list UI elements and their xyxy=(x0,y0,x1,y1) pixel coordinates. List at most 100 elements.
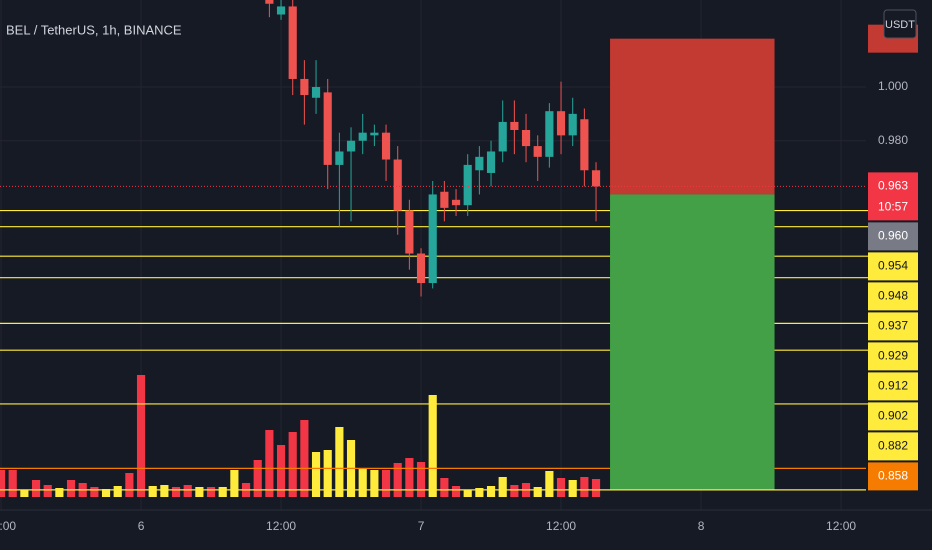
currency-label[interactable]: USDT xyxy=(885,19,915,31)
candle-body xyxy=(556,111,566,136)
candle-body xyxy=(463,164,472,206)
volume-bar xyxy=(405,458,414,497)
volume-bar xyxy=(265,430,274,497)
price-label-box xyxy=(868,462,918,491)
volume-bar xyxy=(451,486,461,497)
volume-bar xyxy=(183,485,192,497)
volume-bar xyxy=(206,487,216,497)
price-label: 0.948 xyxy=(878,289,908,303)
volume-bar xyxy=(253,460,262,497)
volume-bar xyxy=(463,490,472,497)
candle-body xyxy=(405,210,414,254)
volume-bar xyxy=(580,477,589,497)
currency-button[interactable] xyxy=(883,9,917,39)
volume-bar xyxy=(125,473,134,497)
volume-bar xyxy=(381,470,391,497)
volume-bar xyxy=(0,470,6,497)
candle-body xyxy=(288,6,297,79)
candle-body xyxy=(533,146,542,157)
price-label-box xyxy=(868,252,918,281)
x-tick-label: 6 xyxy=(138,519,145,533)
price-label: 0.929 xyxy=(878,349,908,363)
candle-body xyxy=(440,191,449,208)
volume-bar xyxy=(31,480,41,497)
volume-bar xyxy=(591,479,601,497)
candle-body xyxy=(591,170,601,187)
countdown-label: 10:57 xyxy=(878,200,908,214)
candle-body xyxy=(580,119,589,171)
candle-body xyxy=(358,132,367,141)
volume-bar xyxy=(323,450,332,497)
candle-body xyxy=(276,6,286,15)
price-label: 0.858 xyxy=(878,469,908,483)
candle-body xyxy=(475,156,484,171)
volume-bar xyxy=(486,486,496,497)
candle-body xyxy=(370,132,379,136)
candle-body xyxy=(300,78,309,96)
volume-bar xyxy=(20,490,29,497)
candle-body xyxy=(393,159,402,211)
price-label: 0.960 xyxy=(878,229,908,243)
volume-bar xyxy=(556,478,566,497)
price-label: 0.882 xyxy=(878,439,908,453)
candle-body xyxy=(381,132,391,160)
price-label-box xyxy=(868,342,918,371)
candle-body xyxy=(498,121,507,152)
volume-bar xyxy=(113,486,122,497)
stop-zone xyxy=(610,38,775,195)
volume-bar xyxy=(545,471,554,497)
volume-bar xyxy=(276,445,286,497)
volume-bar xyxy=(510,485,519,497)
candle-body xyxy=(323,92,332,165)
price-label: 0.937 xyxy=(878,319,908,333)
price-label: 0.902 xyxy=(878,409,908,423)
chart-title: BEL / TetherUS, 1h, BINANCE xyxy=(6,22,182,37)
volume-bar xyxy=(66,480,76,497)
volume-bar xyxy=(43,485,52,497)
volume-bar xyxy=(475,488,484,497)
target-zone xyxy=(610,194,775,490)
price-label-box xyxy=(868,372,918,401)
x-tick-label: 12:00 xyxy=(266,519,296,533)
x-tick-label: 7 xyxy=(418,519,425,533)
volume-bar xyxy=(416,462,426,497)
volume-bar xyxy=(195,487,204,497)
price-label-box xyxy=(868,402,918,431)
volume-bar xyxy=(148,486,157,497)
volume-bar xyxy=(90,487,99,497)
volume-bar xyxy=(498,477,507,497)
volume-bar xyxy=(300,420,309,497)
price-label-box xyxy=(868,312,918,341)
volume-bar xyxy=(311,452,321,497)
candle-body xyxy=(486,151,496,173)
y-tick-label: 1.000 xyxy=(878,79,908,93)
candle-body xyxy=(346,140,356,152)
x-tick-label: 12:00 xyxy=(826,519,856,533)
candle-body xyxy=(428,194,437,284)
price-label: 0.912 xyxy=(878,379,908,393)
volume-bar xyxy=(440,478,449,497)
y-tick-label: 0.980 xyxy=(878,133,908,147)
volume-bar xyxy=(335,427,344,497)
candle-body xyxy=(416,253,426,284)
x-tick-label: 12:00 xyxy=(546,519,576,533)
candle-body xyxy=(545,111,554,157)
volume-bar xyxy=(160,485,169,497)
volume-bar xyxy=(101,489,111,497)
candle-body xyxy=(451,199,461,206)
price-label: 0.963 xyxy=(878,179,908,193)
x-tick-label: 8 xyxy=(698,519,705,533)
volume-bar xyxy=(136,375,146,497)
candle-body xyxy=(265,0,274,4)
volume-bar xyxy=(370,470,379,497)
volume-bar xyxy=(568,480,577,497)
candle-body xyxy=(510,121,519,130)
candle-body xyxy=(311,87,321,98)
candle-body xyxy=(335,151,344,165)
volume-bar xyxy=(230,470,239,497)
volume-bar xyxy=(393,463,402,497)
price-label-box xyxy=(868,222,918,251)
volume-bar xyxy=(8,470,17,497)
volume-bar xyxy=(171,487,181,497)
